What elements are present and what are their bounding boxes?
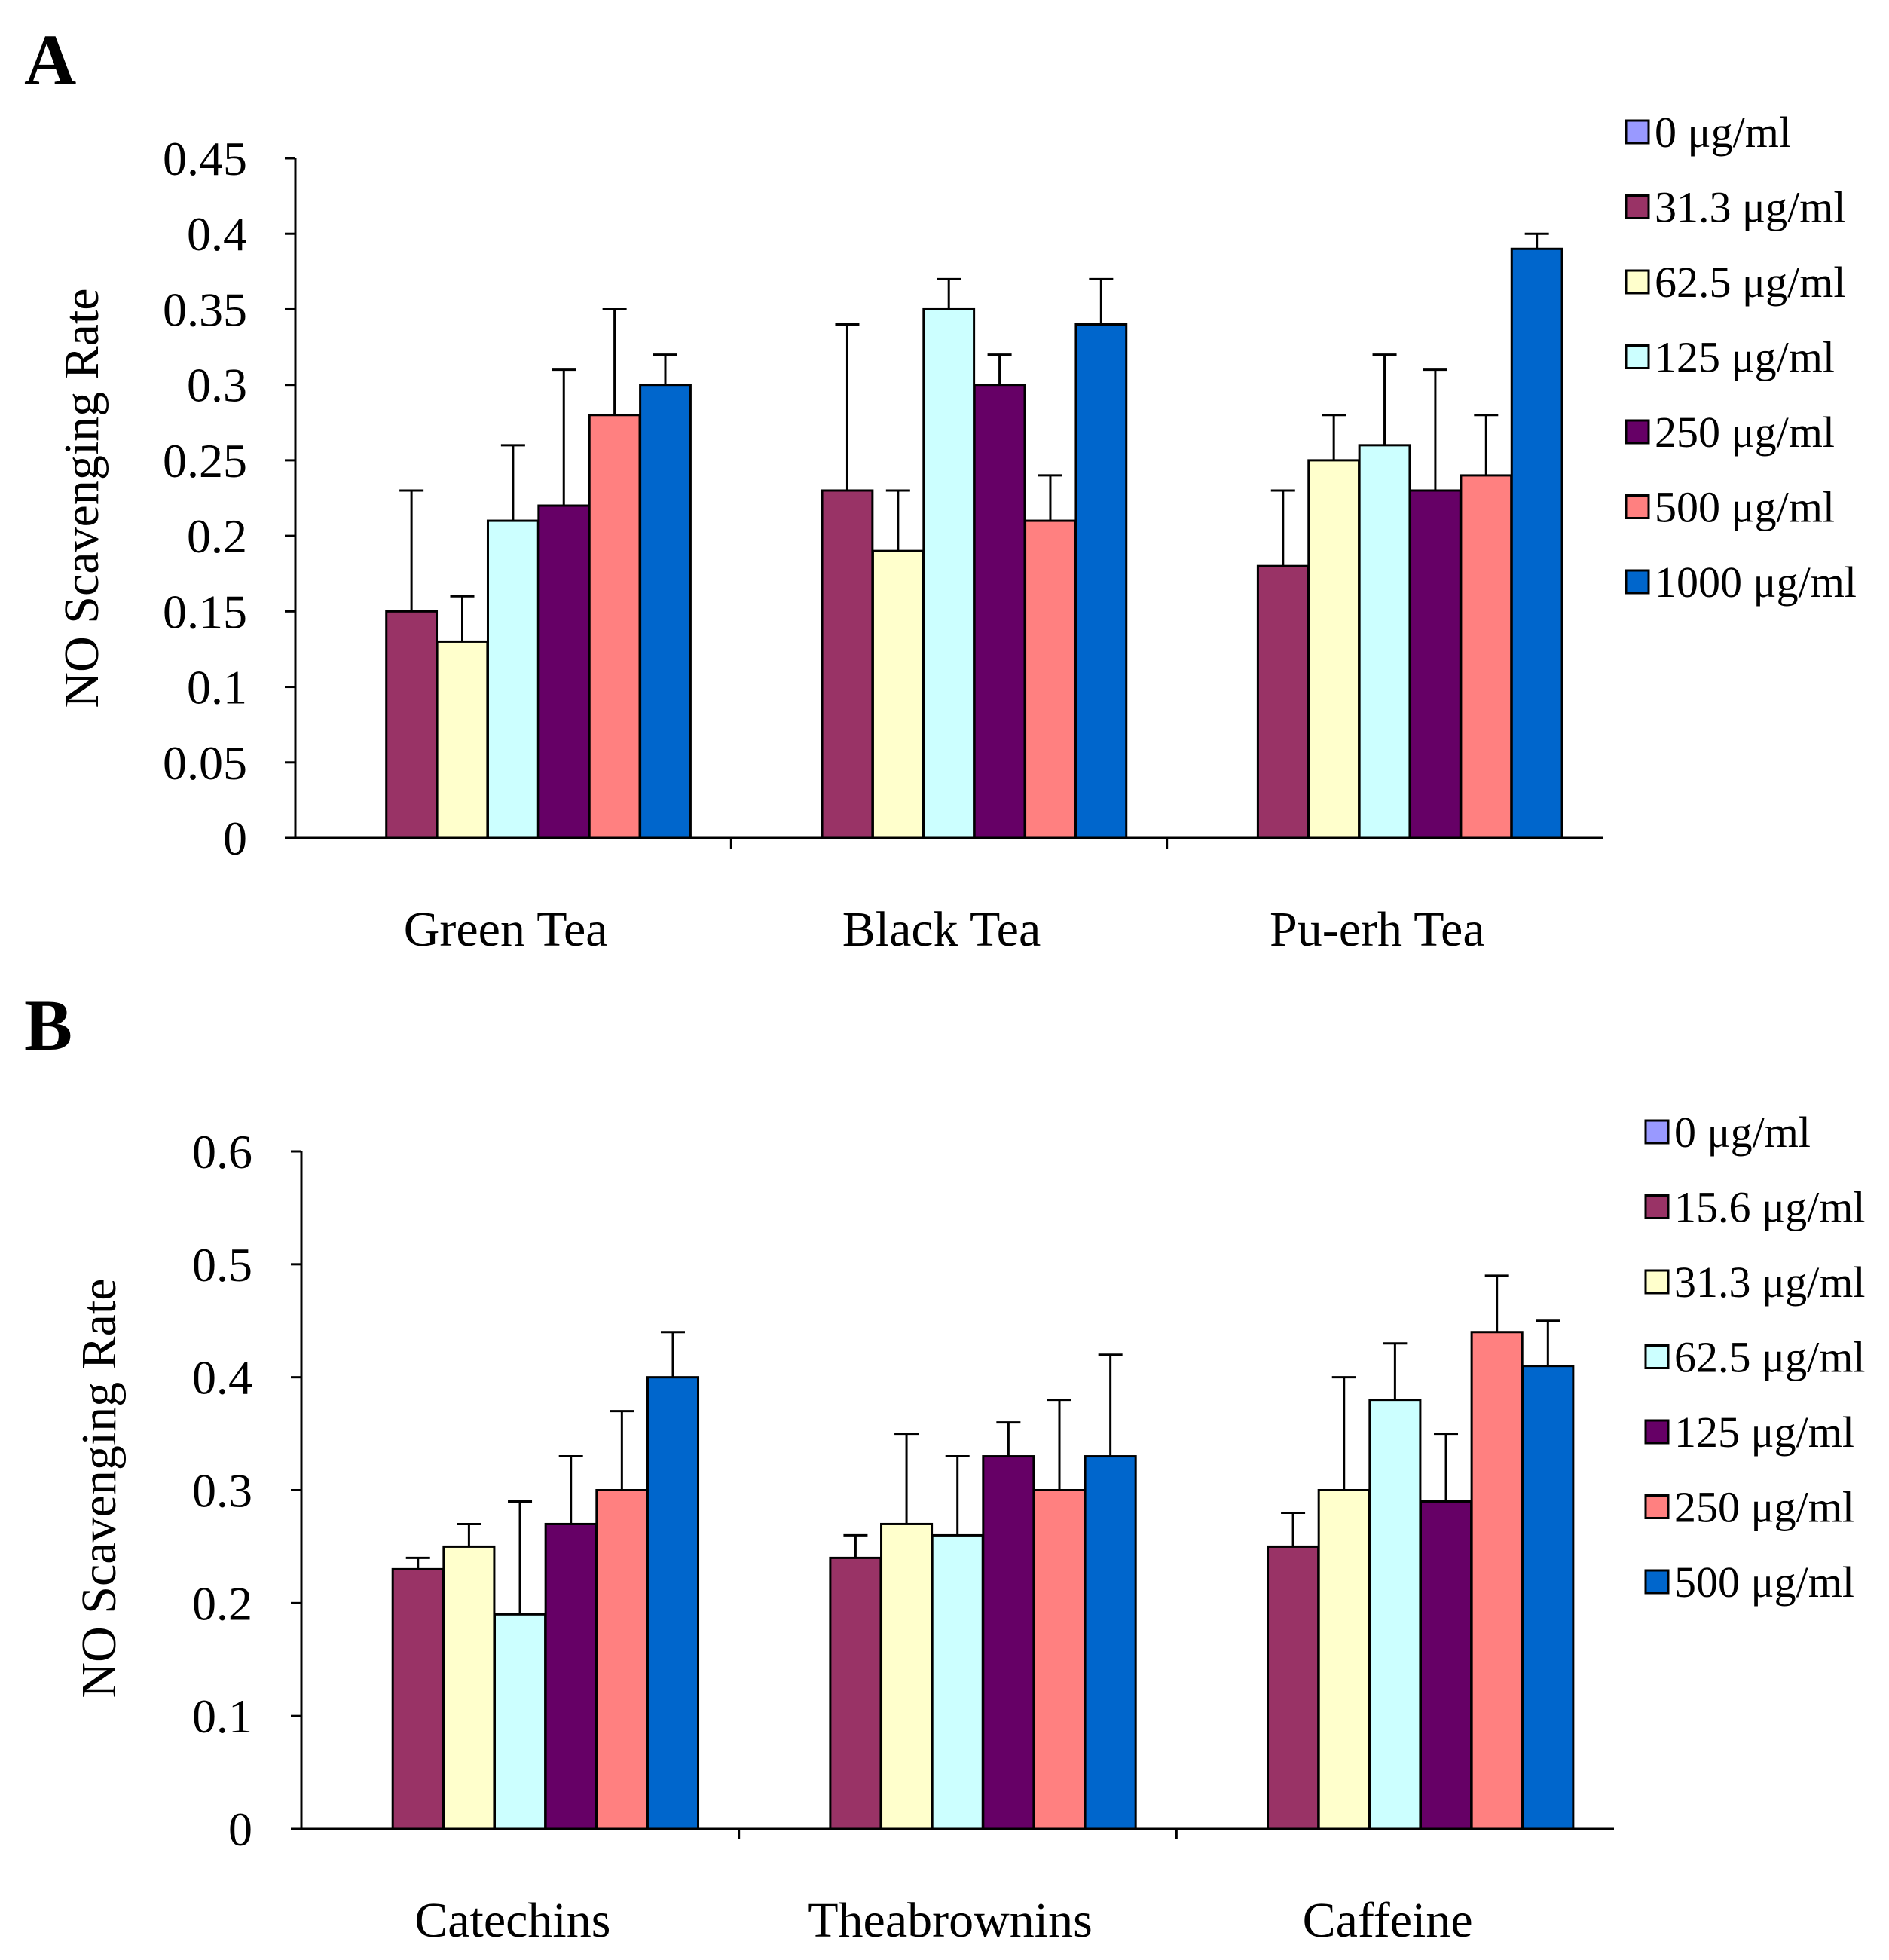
panel-b-legend-swatch-250-g-ml bbox=[1644, 1494, 1670, 1519]
panel-a-legend-swatch-1000-g-ml bbox=[1625, 569, 1650, 595]
panel-b-legend-swatch-500-g-ml bbox=[1644, 1569, 1670, 1595]
panel-a-y-tick-label: 0.45 bbox=[163, 132, 247, 185]
panel-b-bar-caffeine-500-g-ml bbox=[1521, 1365, 1575, 1830]
panel-b-bar-caffeine-250-g-ml bbox=[1470, 1331, 1524, 1830]
panel-a-y-tick-label: 0.3 bbox=[187, 359, 247, 412]
panel-a-bar-black-tea-1000-g-ml bbox=[1074, 323, 1128, 839]
panel-a-y-axis-title: NO Scavenging Rate bbox=[54, 288, 109, 708]
panel-b-chart: 0 0.1 0.2 0.3 0.4 0.5 0.6 NO Scavenging Rate Cat… bbox=[72, 1108, 1865, 1948]
panel-a-bar-green-tea-125-g-ml bbox=[486, 519, 539, 839]
panel-a-bar-green-tea-31-3-g-ml bbox=[385, 610, 439, 839]
panel-b-legend-label-31-3-g-ml: 31.3 μg/ml bbox=[1674, 1258, 1865, 1307]
panel-b-legend-label-0-g-ml: 0 μg/ml bbox=[1674, 1108, 1811, 1157]
panel-b-legend-label-500-g-ml: 500 μg/ml bbox=[1674, 1558, 1854, 1607]
panel-b-y-tick-label: 0.2 bbox=[192, 1576, 252, 1630]
panel-a-legend-label-31-3-g-ml: 31.3 μg/ml bbox=[1655, 183, 1845, 232]
panel-b-bar-caffeine-31-3-g-ml bbox=[1317, 1489, 1371, 1830]
panel-a-bar-pu-erh-tea-500-g-ml bbox=[1460, 474, 1513, 839]
panel-b-bar-catechins-62-5-g-ml bbox=[494, 1613, 547, 1830]
panel-b-letter: B bbox=[24, 985, 72, 1066]
panel-b-category-label-theabrownins: Theabrownins bbox=[808, 1893, 1093, 1948]
panel-a-category-label-green-tea: Green Tea bbox=[404, 902, 608, 957]
panel-b-bar-theabrownins-250-g-ml bbox=[1032, 1489, 1087, 1830]
panel-b-bar-caffeine-62-5-g-ml bbox=[1368, 1399, 1422, 1830]
panel-a-category-label-pu-erh-tea: Pu-erh Tea bbox=[1270, 902, 1485, 957]
panel-b-legend-label-62-5-g-ml: 62.5 μg/ml bbox=[1674, 1333, 1865, 1382]
panel-a-bar-green-tea-1000-g-ml bbox=[639, 384, 692, 839]
panel-a-legend-label-500-g-ml: 500 μg/ml bbox=[1655, 483, 1835, 532]
panel-a-bar-black-tea-62-5-g-ml bbox=[871, 549, 925, 839]
panel-a-bar-pu-erh-tea-250-g-ml bbox=[1409, 489, 1462, 839]
panel-b-category-label-catechins: Catechins bbox=[414, 1893, 610, 1948]
panel-b-bar-catechins-125-g-ml bbox=[544, 1522, 598, 1830]
panel-a-bar-black-tea-125-g-ml bbox=[922, 307, 976, 839]
panel-a-legend-swatch-62-5-g-ml bbox=[1625, 269, 1650, 295]
panel-a-legend-swatch-250-g-ml bbox=[1625, 419, 1650, 445]
panel-a-bar-pu-erh-tea-125-g-ml bbox=[1358, 444, 1411, 839]
panel-a-legend-label-125-g-ml: 125 μg/ml bbox=[1655, 333, 1835, 382]
panel-b-bar-theabrownins-31-3-g-ml bbox=[880, 1522, 934, 1830]
panel-a-y-tick-label: 0.35 bbox=[163, 283, 247, 336]
panel-a-letter: A bbox=[24, 20, 76, 100]
panel-b-y-tick-label: 0.4 bbox=[192, 1351, 252, 1405]
panel-b-legend-swatch-31-3-g-ml bbox=[1644, 1269, 1670, 1295]
panel-a-legend-swatch-125-g-ml bbox=[1625, 344, 1650, 369]
panel-a-legend-swatch-500-g-ml bbox=[1625, 494, 1650, 519]
panel-a-legend-label-62-5-g-ml: 62.5 μg/ml bbox=[1655, 258, 1845, 307]
panel-b-legend-label-250-g-ml: 250 μg/ml bbox=[1674, 1483, 1854, 1532]
panel-a-bar-black-tea-31-3-g-ml bbox=[821, 489, 874, 839]
panel-b-bar-theabrownins-15-6-g-ml bbox=[829, 1556, 882, 1830]
panel-b-bar-catechins-500-g-ml bbox=[646, 1376, 700, 1830]
panel-b-y-tick-label: 0.5 bbox=[192, 1238, 252, 1292]
panel-a-bar-green-tea-500-g-ml bbox=[588, 414, 641, 839]
panel-b-bar-theabrownins-500-g-ml bbox=[1084, 1455, 1137, 1830]
panel-a-y-tick-label: 0.15 bbox=[163, 585, 247, 638]
panel-b-legend-swatch-0-g-ml bbox=[1644, 1119, 1670, 1145]
panel-b-y-tick-label: 0.6 bbox=[192, 1125, 252, 1179]
panel-b-y-tick-label: 0.3 bbox=[192, 1464, 252, 1518]
panel-b-legend-swatch-15-6-g-ml bbox=[1644, 1194, 1670, 1219]
panel-a-bar-black-tea-500-g-ml bbox=[1024, 519, 1077, 839]
panel-a-bar-green-tea-250-g-ml bbox=[537, 504, 591, 839]
panel-a-y-tick-label: 0.25 bbox=[163, 434, 247, 488]
panel-a-y-tick-label: 0.4 bbox=[187, 207, 247, 261]
panel-a-bar-green-tea-62-5-g-ml bbox=[436, 640, 489, 839]
panel-b-bar-caffeine-15-6-g-ml bbox=[1267, 1545, 1320, 1830]
panel-b-category-label-caffeine: Caffeine bbox=[1303, 1893, 1473, 1948]
panel-b-y-axis-title: NO Scavenging Rate bbox=[72, 1278, 127, 1698]
panel-a-chart: 0 0.05 0.1 0.15 0.2 0.25 0.3 0.35 0.4 0.45 NO Scav… bbox=[54, 108, 1857, 957]
panel-a-y-tick-label: 0 bbox=[223, 812, 247, 865]
panel-b-bar-caffeine-125-g-ml bbox=[1419, 1500, 1473, 1830]
panel-a-y-tick-label: 0.1 bbox=[187, 661, 247, 714]
panel-b-y-tick-label: 0.1 bbox=[192, 1689, 252, 1743]
panel-b-bar-catechins-15-6-g-ml bbox=[391, 1567, 445, 1830]
panel-b-legend-label-15-6-g-ml: 15.6 μg/ml bbox=[1674, 1183, 1865, 1232]
panel-a-bar-pu-erh-tea-62-5-g-ml bbox=[1307, 459, 1361, 839]
panel-b-bar-theabrownins-125-g-ml bbox=[982, 1455, 1035, 1830]
panel-b-legend-swatch-62-5-g-ml bbox=[1644, 1344, 1670, 1369]
panel-a-y-tick-label: 0.2 bbox=[187, 509, 247, 563]
panel-a-bar-pu-erh-tea-31-3-g-ml bbox=[1256, 564, 1310, 839]
panel-b-legend-label-125-g-ml: 125 μg/ml bbox=[1674, 1408, 1854, 1457]
panel-b-bar-catechins-250-g-ml bbox=[595, 1489, 649, 1830]
panel-b-legend-swatch-125-g-ml bbox=[1644, 1419, 1670, 1445]
panel-a-legend-swatch-0-g-ml bbox=[1625, 119, 1650, 145]
panel-b-bar-theabrownins-62-5-g-ml bbox=[931, 1533, 984, 1830]
panel-a-legend-label-1000-g-ml: 1000 μg/ml bbox=[1655, 558, 1857, 607]
panel-a-legend-label-0-g-ml: 0 μg/ml bbox=[1655, 108, 1791, 157]
panel-a-y-tick-label: 0.05 bbox=[163, 736, 247, 790]
panel-a-legend-label-250-g-ml: 250 μg/ml bbox=[1655, 408, 1835, 457]
panel-a-bar-pu-erh-tea-1000-g-ml bbox=[1510, 247, 1563, 839]
panel-b-bar-catechins-31-3-g-ml bbox=[442, 1545, 496, 1830]
panel-b-y-tick-label: 0 bbox=[228, 1803, 252, 1856]
panel-a-category-label-black-tea: Black Tea bbox=[842, 902, 1041, 957]
panel-a-bar-black-tea-250-g-ml bbox=[973, 384, 1026, 839]
panel-a-legend-swatch-31-3-g-ml bbox=[1625, 194, 1650, 219]
